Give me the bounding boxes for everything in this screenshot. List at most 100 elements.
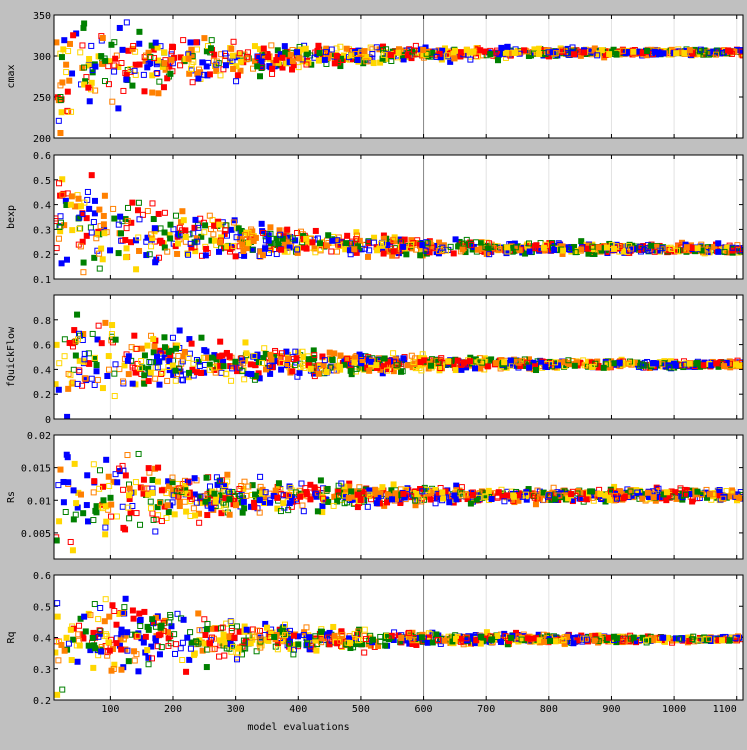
data-point [398,634,405,641]
data-point [92,507,99,514]
data-point [54,215,59,222]
data-point [132,71,139,78]
data-point [213,67,220,74]
data-point [122,526,129,533]
data-point [96,206,103,213]
data-point [225,488,232,495]
data-point [361,48,368,55]
data-point [198,334,205,341]
data-point [188,52,195,59]
data-point [131,67,138,74]
data-point [312,633,319,640]
data-point [176,485,183,492]
data-point [303,61,310,68]
data-point [364,503,371,510]
y-tick-label: 0 [45,415,51,426]
data-point [103,633,110,640]
data-point [124,647,131,654]
data-point [267,224,274,231]
data-point [222,50,229,57]
data-point [232,358,239,365]
data-point [106,613,113,620]
data-point [201,35,208,42]
data-point [76,642,83,649]
data-point [175,240,182,247]
data-point [289,235,296,242]
data-point [243,492,250,499]
data-point [458,366,465,373]
data-point [594,52,601,59]
data-point [223,243,230,250]
data-point [73,500,80,507]
data-point [681,491,688,498]
data-point [262,489,269,496]
data-point [145,661,152,668]
data-point [417,252,424,259]
data-point [435,248,442,255]
data-point [353,229,360,236]
data-point [284,226,291,233]
data-point [146,358,153,365]
data-point [222,227,229,234]
data-point [495,57,502,64]
data-point [303,235,310,242]
data-point [221,482,228,489]
data-point [363,58,370,65]
data-point [348,52,355,59]
data-point [57,219,64,226]
data-point [400,243,407,250]
data-point [463,46,470,53]
data-point [56,224,63,231]
data-point [644,47,651,54]
data-point [651,248,658,255]
data-point [111,68,118,75]
data-point [317,477,324,484]
data-point [202,222,209,229]
data-point [218,51,225,58]
data-point [400,490,407,497]
y-tick-label: 0.01 [27,496,51,507]
data-point [161,60,168,67]
data-point [384,358,391,365]
data-point [422,247,429,254]
data-point [86,98,93,105]
data-point [460,359,467,366]
data-point [560,247,567,254]
data-point [250,238,257,245]
data-point [103,631,110,638]
data-point [570,640,577,647]
data-point [176,498,183,505]
data-point [55,482,62,489]
data-point [174,250,181,257]
data-point [183,668,190,675]
data-point [715,248,722,255]
data-point [178,485,185,492]
data-point [59,176,66,183]
data-point [110,205,117,212]
data-point [451,55,458,62]
data-point [306,634,313,641]
data-point [493,360,500,367]
data-point [60,46,67,53]
data-point [424,639,431,646]
data-point [393,362,400,369]
data-point [312,227,319,234]
data-point [141,485,148,492]
data-point [217,239,224,246]
data-point [220,631,227,638]
data-point [533,242,540,249]
data-point [390,236,397,243]
data-point [188,495,195,502]
data-point [427,362,434,369]
data-point [354,232,361,239]
data-point [733,361,740,368]
data-point [157,225,164,232]
data-point [558,47,565,54]
data-point [79,42,86,49]
data-point [595,244,602,251]
data-point [488,356,495,363]
data-point [367,44,374,51]
data-point [105,473,112,480]
